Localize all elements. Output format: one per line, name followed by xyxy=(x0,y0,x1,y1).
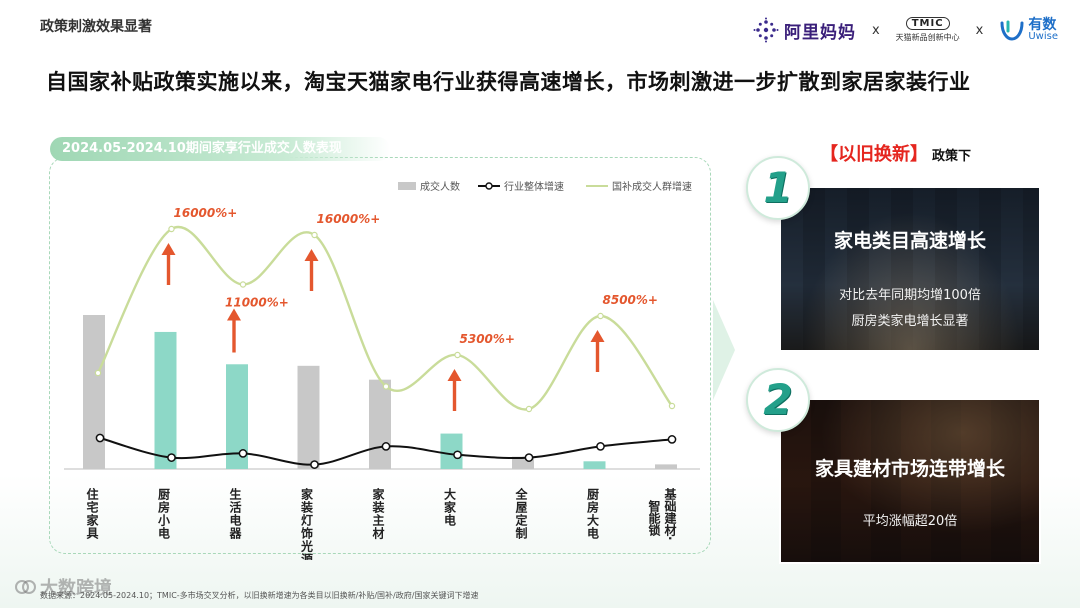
uwise-logo: 有数 Uwise xyxy=(999,17,1058,43)
card-title: 家电类目高速增长 xyxy=(833,230,986,252)
card-line: 平均涨幅超20倍 xyxy=(862,514,958,529)
alimama-logo: 阿里妈妈 xyxy=(753,17,856,43)
tmic-logo: TMIC 天猫新品创新中心 xyxy=(896,17,960,43)
industry-growth-point-9 xyxy=(667,435,677,444)
growth-annotation-3: 16000%+ xyxy=(317,212,381,226)
partner-logos: 阿里妈妈 x TMIC 天猫新品创新中心 x 有数 Uwise xyxy=(753,12,1058,48)
growth-arrow-head-4 xyxy=(447,369,462,381)
category-label-4: 家装灯饰光源 xyxy=(300,487,314,560)
legend-marker-industry xyxy=(485,182,493,190)
bar-2 xyxy=(154,331,177,469)
series-line-subsidy-growth xyxy=(96,225,673,411)
industry-growth-point-3 xyxy=(238,449,248,458)
policy-heading: 【以旧换新】 政策下 xyxy=(820,140,971,166)
industry-growth-point-6 xyxy=(453,450,462,460)
watermark-text: 大数跨境 xyxy=(40,578,112,599)
page-headline: 自国家补贴政策实施以来，淘宝天猫家电行业获得高速增长，市场刺激进一步扩散到家居家… xyxy=(46,70,971,94)
category-label-5: 家装主材 xyxy=(371,487,385,540)
logo-separator: x xyxy=(975,22,984,38)
growth-arrow-head-2 xyxy=(227,308,241,321)
uwise-icon xyxy=(1000,20,1024,41)
subsidy-growth-point-3 xyxy=(239,281,247,288)
category-label-2: 厨房小电 xyxy=(157,487,171,540)
chart-tag: 2024.05-2024.10期间家享行业成交人数表现 xyxy=(50,137,390,161)
badge-number: 1 xyxy=(763,163,793,212)
watermark: 大数跨境 xyxy=(14,574,112,600)
card-image-shade xyxy=(781,188,1039,350)
growth-annotation-5: 8500%+ xyxy=(603,293,658,307)
category-label-9-b: 智能锁 xyxy=(647,499,661,537)
bar-9 xyxy=(655,464,677,469)
policy-card-furniture: 家具建材市场连带增长 平均涨幅超20倍 xyxy=(779,398,1041,564)
uwise-cn-text: 有数 xyxy=(1028,17,1057,33)
growth-annotation-2: 11000%+ xyxy=(225,296,289,310)
subsidy-growth-point-9 xyxy=(668,402,676,410)
bar-4 xyxy=(297,365,320,469)
policy-heading-highlight: 【以旧换新】 xyxy=(820,144,928,165)
legend-swatch-bar xyxy=(398,182,416,190)
category-label-1: 住宅家具 xyxy=(85,487,99,540)
policy-heading-suffix: 政策下 xyxy=(932,149,972,164)
badge-2: 2 xyxy=(746,368,810,432)
industry-growth-point-5 xyxy=(381,442,391,451)
subsidy-growth-point-6 xyxy=(454,351,461,359)
combo-chart: 16000%+ 11000%+ 16000%+ 5300%+ 8500%+ 住宅家具 厨房小… xyxy=(64,180,700,560)
card-title: 家具建材市场连带增长 xyxy=(814,458,1005,480)
growth-annotation-1: 16000%+ xyxy=(174,206,238,220)
bar-5 xyxy=(369,379,391,469)
category-label-9: 基础建材· xyxy=(663,487,677,541)
policy-card-appliance: 家电类目高速增长 对比去年同期均增100倍 厨房类家电增长显著 xyxy=(779,186,1041,352)
badge-number: 2 xyxy=(763,375,793,424)
uwise-en-text: Uwise xyxy=(1028,31,1058,42)
legend-label-subsidy: 国补成交人群增速 xyxy=(612,180,692,193)
source-footnote: 数据来源：2024.05-2024.10；TMIC-多市场交叉分析，以旧换新增速… xyxy=(40,591,479,600)
alimama-icon xyxy=(753,17,779,43)
industry-growth-point-2 xyxy=(167,453,176,462)
bar-6 xyxy=(440,433,463,469)
subsidy-growth-point-2 xyxy=(168,225,175,233)
alimama-text: 阿里妈妈 xyxy=(783,22,856,43)
category-label-6: 大家电 xyxy=(443,487,457,527)
industry-growth-point-1 xyxy=(95,433,105,443)
tmic-subtitle: 天猫新品创新中心 xyxy=(895,33,960,42)
subsidy-growth-point-1 xyxy=(94,369,102,377)
subsidy-growth-point-7 xyxy=(525,405,533,413)
section-title: 政策刺激效果显著 xyxy=(40,19,152,35)
subsidy-growth-point-8 xyxy=(597,312,604,320)
category-label-7: 全屋定制 xyxy=(514,487,528,540)
logo-separator: x xyxy=(871,22,880,38)
card-line: 对比去年同期均增100倍 xyxy=(839,288,981,303)
bar-1 xyxy=(83,315,105,469)
bar-3 xyxy=(226,364,248,469)
watermark-icon xyxy=(15,580,36,594)
legend-label-bar: 成交人数 xyxy=(420,180,460,193)
connector-arrow xyxy=(713,300,735,400)
subsidy-growth-point-4 xyxy=(311,231,318,239)
growth-annotation-4: 5300%+ xyxy=(460,332,515,346)
card-image-shade xyxy=(781,400,1039,562)
tmic-text: TMIC xyxy=(905,17,950,30)
growth-arrow-head-5 xyxy=(590,330,605,342)
subsidy-growth-point-5 xyxy=(382,383,390,390)
badge-1: 1 xyxy=(746,156,810,220)
category-label-3: 生活电器 xyxy=(228,487,242,540)
growth-arrow-head-3 xyxy=(304,249,319,261)
industry-growth-point-8 xyxy=(596,442,605,451)
legend-label-industry: 行业整体增速 xyxy=(504,180,564,193)
industry-growth-point-7 xyxy=(524,453,534,462)
card-line: 厨房类家电增长显著 xyxy=(851,314,969,329)
industry-growth-point-4 xyxy=(310,460,319,469)
growth-arrow-head-1 xyxy=(161,243,176,255)
bar-8 xyxy=(583,461,606,469)
category-label-8: 厨房大电 xyxy=(586,487,600,540)
